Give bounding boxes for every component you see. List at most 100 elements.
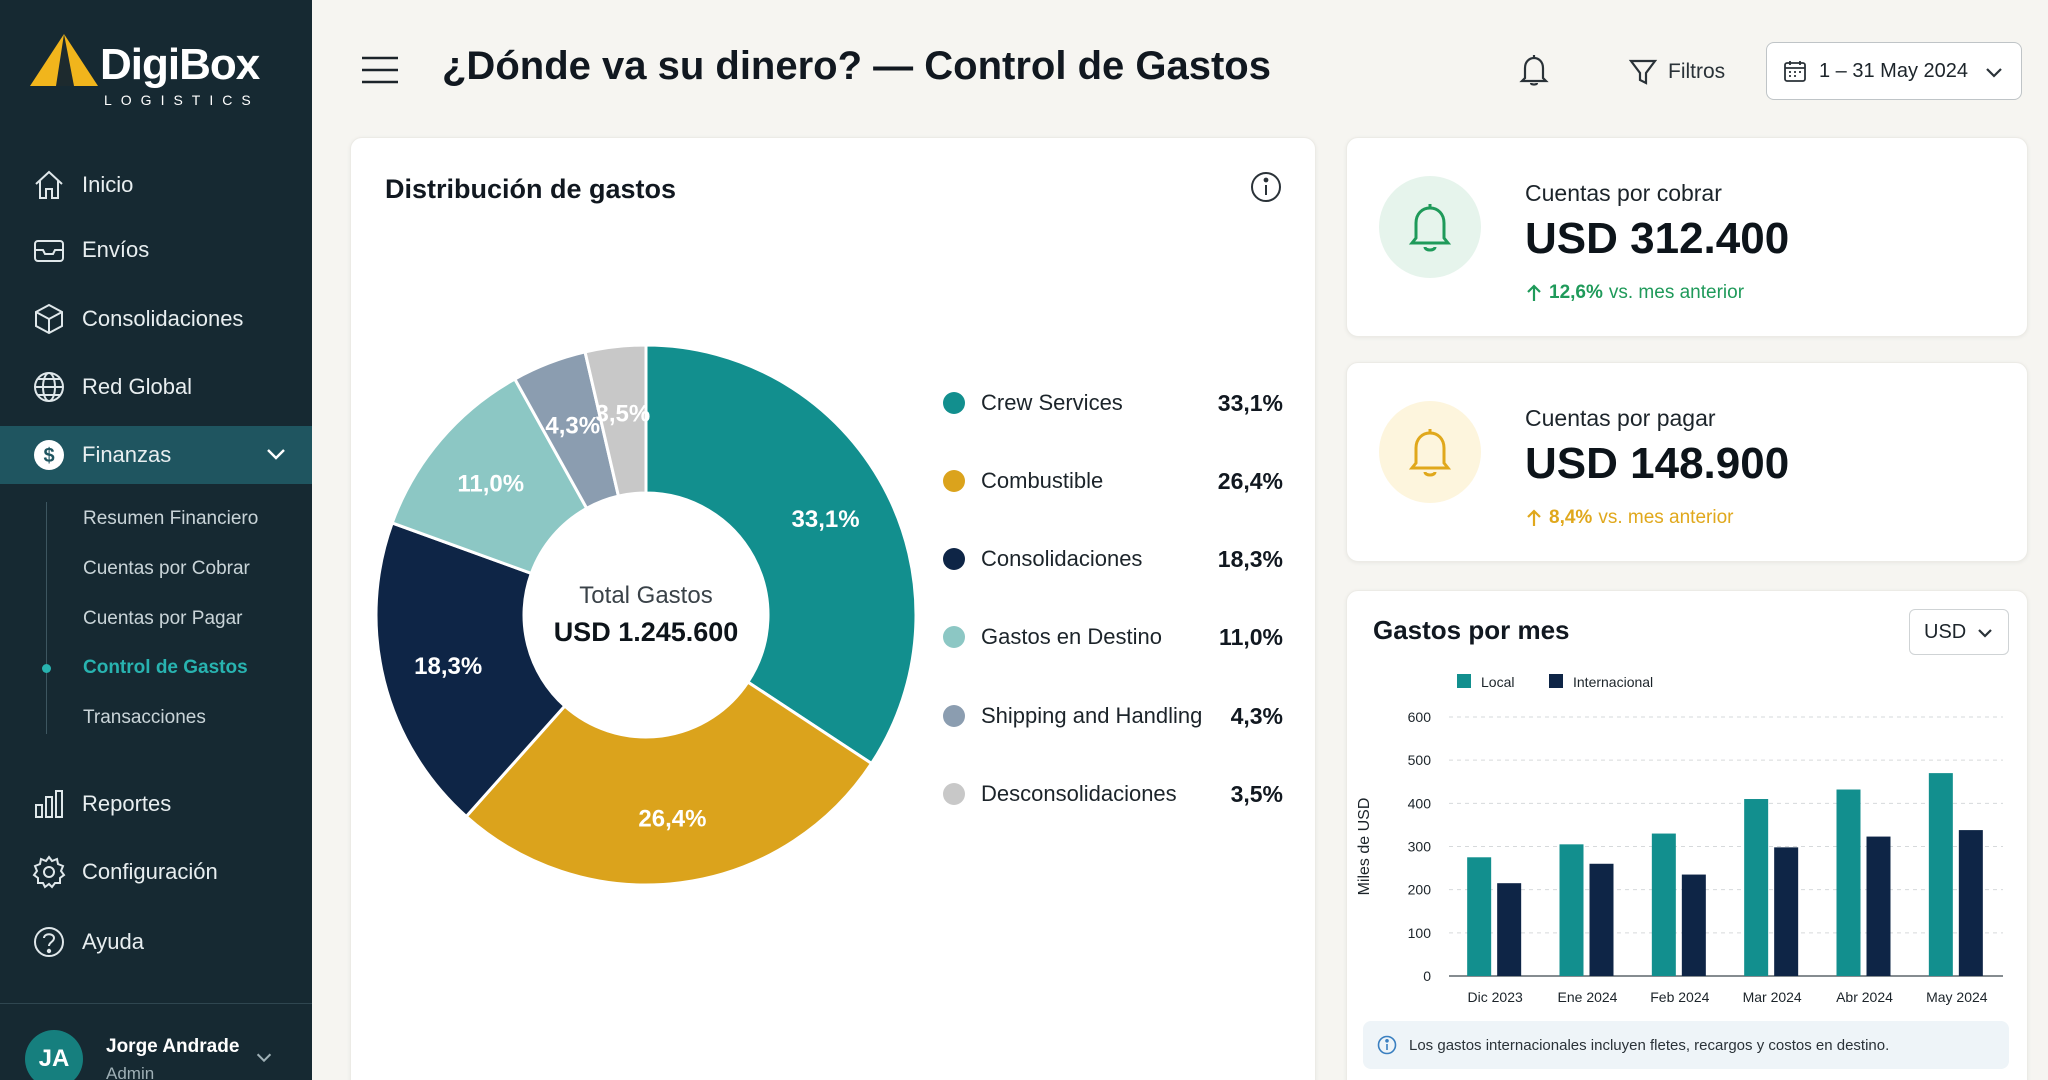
legend-name: Crew Services bbox=[981, 390, 1123, 415]
monthly-title: Gastos por mes bbox=[1373, 615, 1570, 645]
nav-label: Finanzas bbox=[82, 442, 172, 467]
slice-label: 26,4% bbox=[638, 805, 706, 832]
receivable-card[interactable]: Cuentas por cobrar USD 312.400 12,6% vs.… bbox=[1346, 137, 2028, 337]
payable-card[interactable]: Cuentas por pagar USD 148.900 8,4% vs. m… bbox=[1346, 362, 2028, 562]
legend-swatch bbox=[943, 705, 965, 727]
legend-swatch bbox=[943, 392, 965, 414]
legend-value: 11,0% bbox=[1219, 623, 1283, 650]
legend-swatch bbox=[943, 548, 965, 570]
info-icon[interactable] bbox=[1249, 170, 1283, 204]
bar-local[interactable] bbox=[1744, 799, 1769, 976]
donut-chart: 33,1% 26,4% 18,3% 11,0% 4,3%3,5% Total Gasto… bbox=[374, 343, 918, 887]
subnav-item-resumen[interactable]: Resumen Financiero bbox=[83, 508, 259, 529]
svg-text:$: $ bbox=[43, 445, 54, 467]
nav-label: Inicio bbox=[82, 172, 134, 197]
legend-value: 18,3% bbox=[1217, 545, 1283, 572]
nav-label: Red Global bbox=[82, 374, 193, 399]
user-profile[interactable]: JA Jorge Andrade Admin bbox=[0, 1003, 312, 1080]
legend-value: 33,1% bbox=[1217, 389, 1283, 416]
user-role: Admin bbox=[106, 1064, 155, 1080]
slice-gastos-destino[interactable] bbox=[390, 376, 589, 576]
bar-internacional[interactable] bbox=[1958, 830, 1983, 976]
legend-swatch bbox=[943, 783, 965, 805]
nav-item-consolidaciones[interactable]: Consolidaciones bbox=[0, 290, 312, 348]
gear-icon bbox=[32, 855, 66, 889]
payable-icon-circle bbox=[1379, 401, 1481, 503]
nav-item-red-global[interactable]: Red Global bbox=[0, 358, 312, 416]
note-text: Los gastos internacionales incluyen flet… bbox=[1409, 1036, 1890, 1054]
legend-item: Crew Services 33,1% bbox=[943, 383, 1283, 423]
filter-button[interactable]: Filtros bbox=[1628, 54, 1725, 90]
payable-trend: 8,4% vs. mes anterior bbox=[1525, 507, 1733, 529]
help-icon bbox=[34, 927, 64, 957]
x-tick-label: Ene 2024 bbox=[1558, 989, 1618, 1005]
arrow-up-icon bbox=[1527, 284, 1541, 301]
legend-item: Desconsolidaciones 3,5% bbox=[943, 774, 1283, 814]
chevron-down-icon bbox=[256, 1053, 272, 1063]
receivable-value: USD 312.400 bbox=[1525, 214, 1790, 263]
slice-consolidaciones[interactable] bbox=[374, 521, 567, 819]
nav-item-envios[interactable]: Envíos bbox=[0, 221, 312, 279]
legend-name: Combustible bbox=[981, 468, 1104, 493]
inbox-icon bbox=[34, 240, 64, 262]
hamburger-menu-icon[interactable] bbox=[360, 52, 400, 88]
y-tick-label: 400 bbox=[1408, 795, 1432, 811]
y-tick-label: 500 bbox=[1408, 752, 1432, 768]
bar-local[interactable] bbox=[1559, 844, 1584, 976]
bar-local[interactable] bbox=[1651, 833, 1676, 976]
slice-label: 33,1% bbox=[792, 506, 860, 533]
x-tick-label: Abr 2024 bbox=[1836, 989, 1893, 1005]
legend-swatch bbox=[1457, 674, 1471, 688]
x-tick-label: May 2024 bbox=[1926, 989, 1988, 1005]
nav-item-reportes[interactable]: Reportes bbox=[0, 775, 312, 833]
home-icon bbox=[35, 170, 63, 199]
legend-name: Consolidaciones bbox=[981, 546, 1143, 571]
date-range-picker[interactable]: 1 – 31 May 2024 bbox=[1766, 42, 2022, 100]
bar-local[interactable] bbox=[1467, 857, 1492, 976]
slice-label: 3,5% bbox=[595, 400, 650, 427]
subnav-item-cuentas-cobrar[interactable]: Cuentas por Cobrar bbox=[83, 558, 250, 579]
bar-internacional[interactable] bbox=[1589, 863, 1614, 976]
payable-label: Cuentas por pagar bbox=[1525, 405, 1716, 431]
monthly-note: Los gastos internacionales incluyen flet… bbox=[1363, 1021, 2009, 1069]
arrow-up-icon bbox=[1527, 509, 1541, 526]
brand-logo[interactable]: DigiBox LOGISTICS bbox=[30, 34, 290, 114]
slice-combustible[interactable] bbox=[464, 680, 874, 887]
brand-sub: LOGISTICS bbox=[104, 92, 260, 108]
subnav-item-control-gastos[interactable]: Control de Gastos bbox=[83, 657, 248, 678]
currency-select[interactable]: USD bbox=[1909, 609, 2009, 655]
chevron-down-icon bbox=[267, 449, 285, 460]
subnav-item-cuentas-pagar[interactable]: Cuentas por Pagar bbox=[83, 608, 243, 629]
slice-crew-services[interactable] bbox=[644, 343, 918, 766]
bar-local[interactable] bbox=[1836, 789, 1861, 976]
nav-label: Configuración bbox=[82, 859, 218, 884]
receivable-trend: 12,6% vs. mes anterior bbox=[1525, 282, 1744, 304]
info-icon bbox=[1377, 1035, 1397, 1055]
bar-internacional[interactable] bbox=[1681, 874, 1706, 976]
slice-label: 18,3% bbox=[414, 653, 482, 680]
finanzas-subnav: Resumen Financiero Cuentas por Cobrar Cu… bbox=[0, 484, 312, 744]
nav-item-finanzas[interactable]: $ Finanzas bbox=[0, 426, 312, 484]
brand-name: DigiBox bbox=[100, 40, 260, 89]
nav-item-ayuda[interactable]: Ayuda bbox=[0, 913, 312, 971]
chevron-down-icon bbox=[1986, 68, 2002, 78]
nav-item-inicio[interactable]: Inicio bbox=[0, 156, 312, 214]
nav-item-configuracion[interactable]: Configuración bbox=[0, 843, 312, 901]
subnav-item-transacciones[interactable]: Transacciones bbox=[83, 707, 206, 728]
payable-trend-text: vs. mes anterior bbox=[1598, 507, 1734, 528]
y-tick-label: 300 bbox=[1408, 839, 1432, 855]
slice-desconsolidaciones[interactable] bbox=[583, 343, 648, 498]
payable-trend-value: 8,4% bbox=[1549, 507, 1593, 528]
bar-internacional[interactable] bbox=[1497, 883, 1522, 976]
expense-distribution-card: Distribución de gastos 33,1% 26,4% 18,3% 11… bbox=[350, 137, 1316, 1080]
y-tick-label: 200 bbox=[1408, 882, 1432, 898]
x-tick-label: Feb 2024 bbox=[1650, 989, 1709, 1005]
nav-label: Envíos bbox=[82, 237, 150, 262]
bar-internacional[interactable] bbox=[1774, 847, 1799, 976]
notification-bell-icon[interactable] bbox=[1516, 52, 1552, 88]
bar-local[interactable] bbox=[1928, 773, 1953, 976]
bar-internacional[interactable] bbox=[1866, 836, 1891, 976]
date-range-label: 1 – 31 May 2024 bbox=[1819, 59, 1968, 82]
x-tick-label: Mar 2024 bbox=[1743, 989, 1802, 1005]
legend-item: Shipping and Handling 4,3% bbox=[943, 696, 1283, 736]
